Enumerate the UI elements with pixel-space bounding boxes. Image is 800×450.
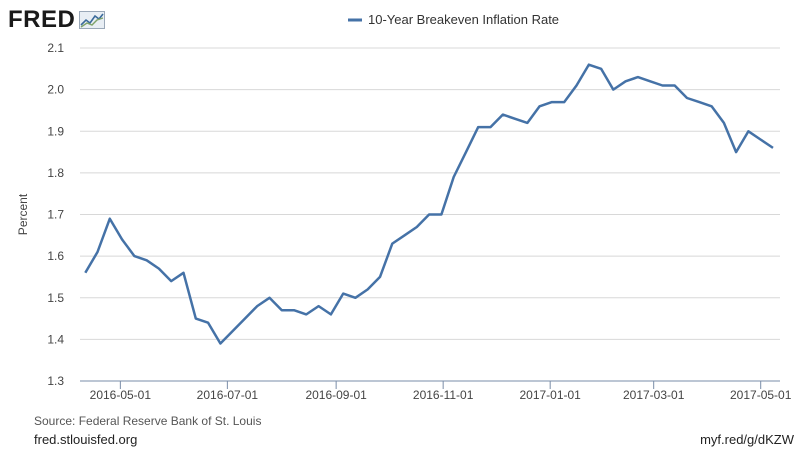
y-tick-label: 1.3 <box>47 374 64 388</box>
y-tick-label: 2.0 <box>47 83 64 97</box>
x-tick-label: 2016-07-01 <box>197 388 259 402</box>
fred-chart-icon <box>79 11 106 29</box>
y-tick-label: 1.9 <box>47 124 64 138</box>
x-tick-label: 2017-05-01 <box>730 388 792 402</box>
series-line <box>84 63 774 345</box>
x-tick-label: 2017-01-01 <box>519 388 581 402</box>
legend-label: 10-Year Breakeven Inflation Rate <box>368 12 559 27</box>
y-tick-label: 1.7 <box>47 208 64 222</box>
y-axis-label: Percent <box>16 193 30 235</box>
fred-logo-text: FRED <box>8 6 76 33</box>
fred-logo[interactable]: FRED <box>8 6 106 34</box>
x-tick-label: 2016-05-01 <box>90 388 152 402</box>
site-link[interactable]: fred.stlouisfed.org <box>34 432 138 447</box>
x-tick-label: 2016-11-01 <box>413 388 474 402</box>
y-tick-label: 1.4 <box>47 332 64 346</box>
y-tick-label: 1.5 <box>47 291 64 305</box>
y-tick-label: 1.6 <box>47 249 64 263</box>
short-link[interactable]: myf.red/g/dKZW <box>700 432 794 447</box>
y-tick-label: 2.1 <box>47 41 64 55</box>
source-note: Source: Federal Reserve Bank of St. Loui… <box>34 414 262 428</box>
x-tick-label: 2017-03-01 <box>623 388 685 402</box>
x-tick-label: 2016-09-01 <box>305 388 367 402</box>
y-tick-label: 1.8 <box>47 166 64 180</box>
